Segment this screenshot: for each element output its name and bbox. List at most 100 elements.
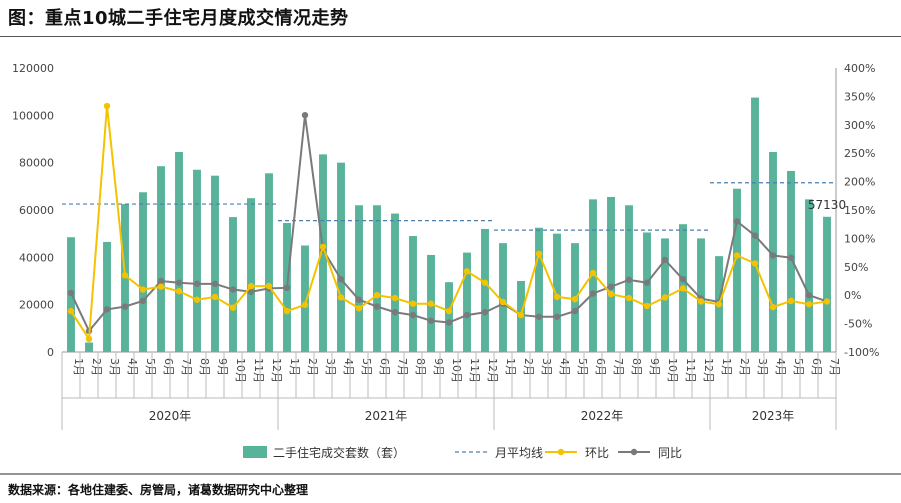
bar: [535, 227, 543, 352]
bar: [805, 199, 813, 352]
x-tick-label: 6月: [162, 358, 175, 376]
mom-point: [787, 297, 795, 305]
bar: [157, 166, 165, 352]
x-tick-label: 1月: [504, 358, 517, 376]
yoy-point: [211, 280, 219, 288]
mom-point: [301, 301, 309, 309]
mom-point: [733, 252, 741, 259]
year-label: 2022年: [581, 409, 624, 423]
mom-point: [661, 294, 669, 301]
source-note: 数据来源：各地住建委、房管局，诸葛数据研究中心整理: [8, 483, 309, 497]
x-tick-label: 3月: [540, 358, 553, 376]
page-title: 图：重点10城二手住宅月度成交情况走势: [8, 8, 349, 29]
y-right-tick-label: 150%: [844, 204, 875, 217]
yoy-point: [805, 292, 813, 299]
bar: [607, 196, 615, 352]
x-tick-label: 4月: [774, 358, 787, 376]
y-right-tick-label: 350%: [844, 90, 875, 103]
y-right-tick-label: 400%: [844, 62, 875, 75]
data-label: 57130: [808, 198, 846, 212]
yoy-point: [175, 279, 183, 286]
legend-swatch-bars: [243, 446, 267, 458]
yoy-point: [661, 256, 669, 264]
x-tick-label: 4月: [558, 358, 571, 376]
bar: [85, 342, 93, 352]
x-tick-label: 6月: [378, 358, 391, 376]
x-tick-label: 11月: [468, 358, 481, 383]
yoy-point: [229, 286, 237, 293]
x-tick-label: 7月: [180, 358, 193, 376]
mom-point: [355, 305, 363, 312]
yoy-point: [157, 277, 165, 285]
y-left-tick-label: 100000: [12, 109, 54, 122]
x-tick-label: 7月: [612, 358, 625, 376]
bar: [355, 205, 363, 352]
bar: [247, 198, 255, 352]
y-left-tick-label: 20000: [19, 299, 54, 312]
yoy-point: [643, 279, 651, 286]
mom-point: [121, 272, 129, 279]
bar: [481, 228, 489, 352]
mom-point: [283, 307, 291, 315]
legend-label-mom: 环比: [585, 446, 609, 460]
mom-point: [481, 279, 489, 286]
x-tick-label: 7月: [396, 358, 409, 376]
mom-point: [67, 307, 75, 315]
bar: [409, 236, 417, 352]
yoy-point: [121, 303, 129, 310]
mom-point: [823, 298, 831, 305]
x-tick-label: 11月: [684, 358, 697, 383]
x-tick-label: 9月: [648, 358, 661, 376]
x-tick-label: 6月: [594, 358, 607, 376]
title-divider: [0, 36, 901, 37]
yoy-point: [625, 276, 633, 284]
legend-marker-yoy: [630, 448, 638, 456]
bar: [697, 238, 705, 352]
mom-point: [337, 294, 345, 301]
mom-point: [409, 300, 417, 307]
bar: [787, 170, 795, 352]
mom-point: [517, 311, 525, 319]
x-tick-label: 12月: [486, 358, 499, 383]
bar: [301, 245, 309, 352]
yoy-point: [283, 284, 291, 292]
yoy-point: [589, 290, 597, 297]
legend-label-average: 月平均线: [495, 446, 543, 460]
bar: [751, 97, 759, 352]
mom-point: [319, 243, 327, 251]
bar: [103, 241, 111, 352]
y-left-tick-label: 40000: [19, 251, 54, 264]
mom-point: [175, 288, 183, 295]
x-tick-label: 5月: [792, 358, 805, 376]
x-tick-label: 8月: [198, 358, 211, 376]
x-tick-label: 2月: [738, 358, 751, 376]
yoy-point: [139, 297, 147, 305]
yoy-point: [247, 288, 255, 295]
x-tick-label: 12月: [270, 358, 283, 383]
x-tick-label: 3月: [756, 358, 769, 376]
bar: [229, 217, 237, 352]
x-tick-label: 5月: [360, 358, 373, 376]
yoy-point: [787, 254, 795, 261]
x-tick-label: 2月: [306, 358, 319, 376]
yoy-point: [769, 252, 777, 259]
x-tick-label: 4月: [126, 358, 139, 376]
mom-point: [571, 295, 579, 303]
mom-point: [247, 282, 255, 290]
mom-point: [193, 296, 201, 303]
mom-point: [265, 282, 273, 290]
yoy-point: [463, 311, 471, 319]
mom-point: [211, 293, 219, 301]
y-right-tick-label: 50%: [844, 261, 868, 274]
y-left-tick-label: 0: [47, 346, 54, 359]
x-tick-label: 12月: [702, 358, 715, 383]
mom-point: [373, 292, 381, 299]
bar: [823, 216, 831, 352]
legend-label-yoy: 同比: [658, 446, 682, 460]
x-tick-label: 2月: [90, 358, 103, 376]
y-right-tick-label: 200%: [844, 176, 875, 189]
mom-point: [463, 268, 471, 275]
mom-point: [229, 304, 237, 311]
year-label: 2020年: [149, 409, 192, 423]
